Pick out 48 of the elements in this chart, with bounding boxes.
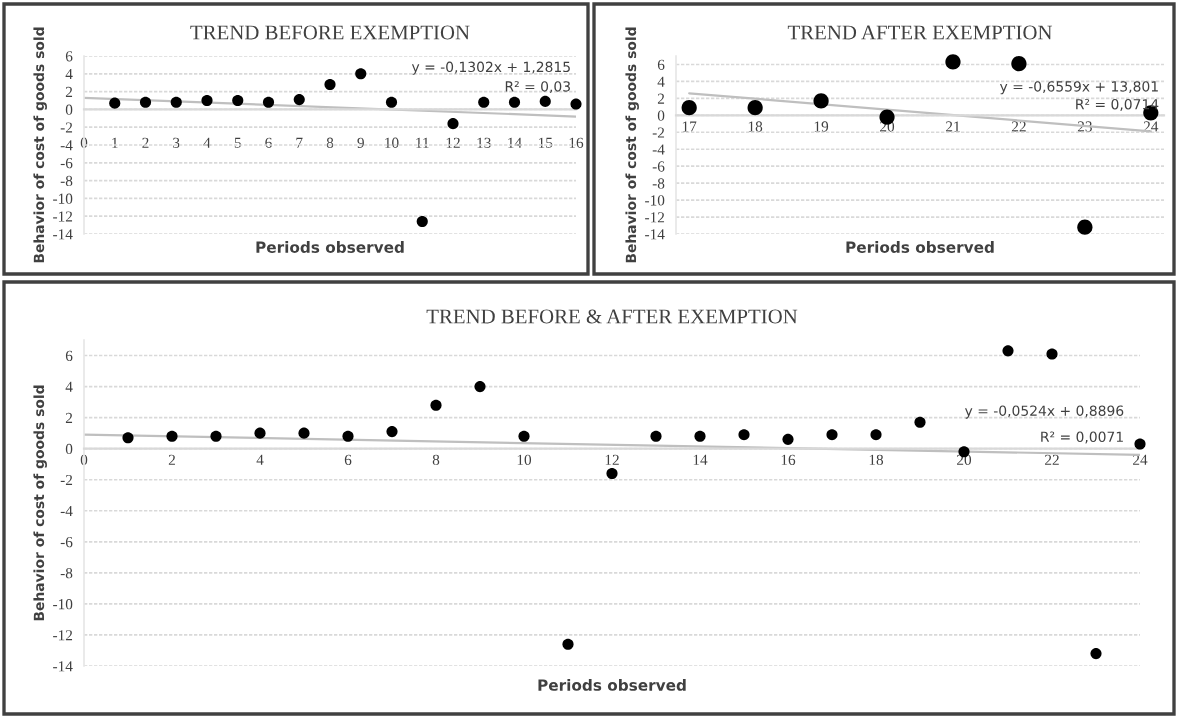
point — [945, 54, 961, 70]
point — [518, 430, 530, 442]
point — [813, 93, 829, 109]
point — [254, 427, 266, 439]
point — [447, 118, 459, 130]
chart-title: TREND BEFORE EXEMPTION — [190, 25, 470, 40]
point — [681, 100, 697, 116]
point — [1134, 438, 1146, 450]
point — [416, 215, 428, 228]
point — [166, 430, 178, 442]
point — [385, 96, 398, 108]
point — [694, 430, 706, 442]
point — [562, 638, 574, 650]
point — [747, 100, 763, 116]
point — [539, 95, 551, 107]
point — [870, 429, 882, 441]
point — [1011, 56, 1027, 72]
point — [570, 98, 582, 110]
point — [355, 68, 367, 80]
point — [1077, 219, 1093, 235]
point — [386, 426, 398, 438]
point — [122, 432, 134, 444]
chart-title: TREND BEFORE & AFTER EXEMPTION — [426, 309, 798, 324]
chart-title: TREND AFTER EXEMPTION — [787, 25, 1053, 40]
point — [342, 430, 354, 442]
point — [508, 96, 521, 108]
point — [139, 96, 152, 108]
point — [474, 381, 486, 393]
point — [1046, 348, 1058, 360]
point — [826, 429, 838, 441]
point — [1090, 648, 1102, 660]
point — [782, 433, 794, 445]
point — [738, 429, 750, 441]
point — [109, 97, 121, 109]
point — [170, 96, 182, 108]
point — [1002, 345, 1014, 357]
point — [210, 430, 222, 442]
point — [232, 94, 244, 107]
point — [430, 399, 442, 411]
point — [298, 427, 310, 439]
point — [293, 94, 305, 106]
point — [650, 430, 662, 442]
point — [606, 467, 618, 480]
point — [478, 96, 490, 108]
point — [262, 96, 275, 108]
point — [201, 94, 213, 107]
point — [324, 78, 336, 91]
point — [914, 416, 926, 428]
